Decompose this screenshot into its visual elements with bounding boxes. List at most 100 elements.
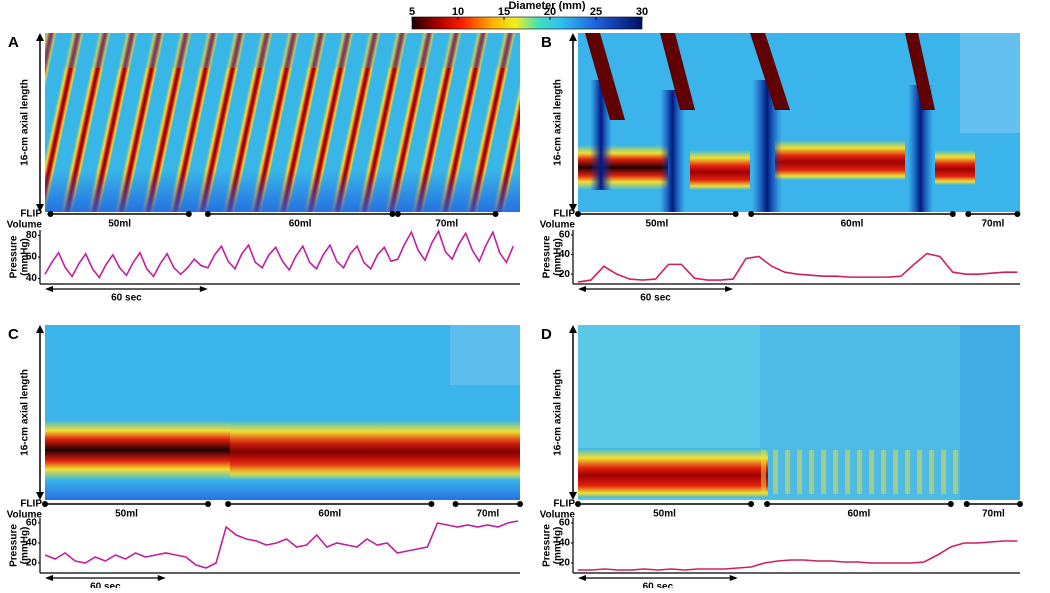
- segment-end: [225, 501, 232, 507]
- panel-letter: A: [8, 34, 19, 51]
- volume-label: Volume: [7, 220, 43, 231]
- y-tick-label: 80: [26, 230, 38, 241]
- heatmap: [578, 325, 1020, 500]
- segment-end: [963, 501, 970, 507]
- panel-letter: B: [541, 34, 552, 51]
- pressure-line: [578, 540, 1018, 571]
- heatmap: [578, 33, 1020, 212]
- volume-label: Volume: [540, 220, 576, 231]
- segment-end: [947, 501, 954, 507]
- volume-segment-label: 50ml: [115, 509, 138, 520]
- y-tick-label: 40: [26, 538, 38, 549]
- arrow-head: [36, 33, 44, 41]
- arrow-head: [578, 575, 586, 581]
- segment-end: [492, 211, 499, 217]
- volume-segment-label: 60ml: [848, 509, 871, 520]
- y-tick-label: 20: [26, 558, 38, 569]
- colorbar-tick-label: 20: [544, 6, 556, 18]
- arrow-head: [157, 575, 166, 581]
- volume-segment-label: 50ml: [645, 219, 668, 230]
- segment-end: [394, 211, 401, 217]
- y-tick-label: 40: [559, 538, 571, 549]
- pressure-label: Pressure: [542, 235, 553, 278]
- segment-end: [575, 501, 581, 507]
- pressure-label: Pressure: [9, 235, 20, 278]
- arrow-head: [45, 575, 53, 581]
- panel-letter: D: [541, 326, 552, 343]
- segment-end: [748, 211, 755, 217]
- pressure-line: [44, 229, 514, 279]
- segment-end: [1017, 501, 1023, 507]
- segment-end: [949, 211, 956, 217]
- heatmap: [45, 325, 520, 500]
- volume-label: FLIP: [20, 499, 42, 510]
- y-tick-label: 60: [26, 518, 38, 529]
- scale-bar-label: 60 sec: [90, 582, 121, 588]
- arrow-head: [725, 286, 734, 292]
- volume-segment-label: 70ml: [435, 219, 458, 230]
- y-tick-label: 40: [559, 249, 571, 260]
- segment-end: [1014, 211, 1021, 217]
- segment-end: [575, 211, 581, 217]
- pressure-label: (mmHg): [20, 527, 31, 565]
- y-axis-label: 16-cm axial length: [553, 79, 564, 166]
- arrow-head: [199, 286, 208, 292]
- arrow-head: [36, 325, 44, 333]
- y-tick-label: 40: [26, 273, 38, 284]
- volume-segment-label: 60ml: [318, 509, 341, 520]
- y-tick-label: 60: [559, 518, 571, 529]
- segment-end: [47, 211, 54, 217]
- heatmap: [45, 33, 520, 212]
- scale-bar-label: 60 sec: [640, 293, 671, 304]
- colorbar-tick-label: 5: [409, 6, 415, 18]
- volume-label: Volume: [7, 510, 43, 521]
- segment-end: [204, 211, 211, 217]
- segment-end: [764, 501, 771, 507]
- y-tick-label: 60: [559, 230, 571, 241]
- y-tick-label: 60: [26, 252, 38, 263]
- y-tick-label: 20: [559, 269, 571, 280]
- pressure-label: Pressure: [542, 524, 553, 567]
- arrow-head: [578, 286, 586, 292]
- volume-label: FLIP: [553, 209, 575, 220]
- segment-end: [389, 211, 396, 217]
- segment-end: [205, 501, 212, 507]
- pressure-line: [577, 252, 1018, 283]
- arrow-head: [45, 286, 53, 292]
- arrow-head: [36, 204, 44, 212]
- colorbar-tick-label: 30: [636, 6, 648, 18]
- segment-end: [732, 211, 739, 217]
- segment-end: [748, 501, 755, 507]
- arrow-head: [569, 33, 577, 41]
- volume-segment-label: 50ml: [108, 219, 131, 230]
- volume-segment-label: 60ml: [289, 219, 312, 230]
- pressure-line: [44, 520, 519, 569]
- segment-end: [428, 501, 435, 507]
- pressure-label: (mmHg): [20, 238, 31, 276]
- y-axis-label: 16-cm axial length: [20, 369, 31, 456]
- volume-label: FLIP: [20, 209, 42, 220]
- arrow-head: [729, 575, 738, 581]
- y-tick-label: 20: [559, 558, 571, 569]
- scale-bar-label: 60 sec: [111, 293, 142, 304]
- segment-end: [517, 501, 523, 507]
- colorbar-tick-label: 10: [452, 6, 464, 18]
- panel-letter: C: [8, 326, 19, 343]
- volume-segment-label: 60ml: [841, 219, 864, 230]
- segment-end: [185, 211, 192, 217]
- colorbar-tick-label: 15: [498, 6, 510, 18]
- segment-end: [452, 501, 459, 507]
- colorbar-title: Diameter (mm): [508, 0, 585, 12]
- colorbar-tick-label: 25: [590, 6, 602, 18]
- arrow-head: [36, 492, 44, 500]
- volume-segment-label: 50ml: [653, 509, 676, 520]
- pressure-label: Pressure: [9, 524, 20, 567]
- colorbar: [411, 16, 643, 30]
- arrow-head: [569, 325, 577, 333]
- y-axis-label: 16-cm axial length: [20, 79, 31, 166]
- arrow-head: [569, 492, 577, 500]
- pressure-label: (mmHg): [553, 527, 564, 565]
- y-axis-label: 16-cm axial length: [553, 369, 564, 456]
- volume-segment-label: 70ml: [982, 509, 1005, 520]
